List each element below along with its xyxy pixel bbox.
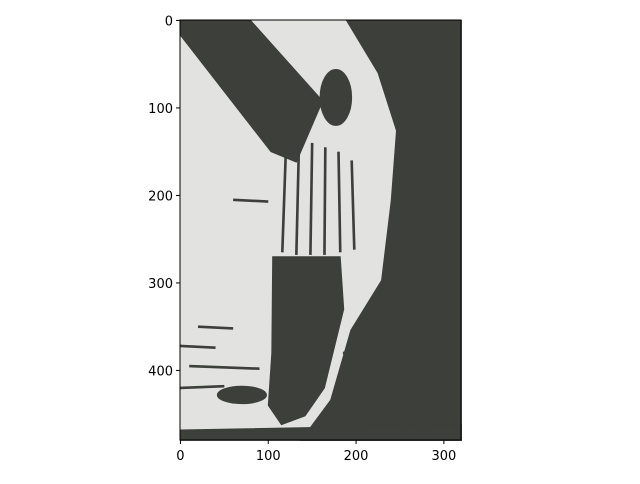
stripe	[350, 160, 356, 250]
x-tick-label: 0	[176, 449, 184, 464]
stripe	[309, 142, 314, 255]
stripe	[295, 142, 301, 255]
stripe	[233, 198, 269, 203]
x-tick-label: 300	[431, 449, 456, 464]
stripe	[323, 147, 327, 255]
y-tick-label: 300	[148, 277, 173, 292]
stripe	[180, 344, 216, 349]
y-tick-label: 400	[148, 364, 173, 379]
stripe	[180, 384, 225, 390]
shape	[216, 385, 267, 405]
x-tick-label: 200	[344, 449, 369, 464]
image	[179, 20, 462, 441]
y-tick-label: 0	[165, 14, 173, 29]
image-dark-regions	[179, 20, 462, 441]
y-tick-label: 200	[148, 189, 173, 204]
stripe	[337, 151, 342, 253]
stripe	[342, 351, 379, 356]
x-tick-label: 100	[256, 449, 281, 464]
stripe	[280, 151, 288, 253]
axes-frame	[179, 19, 462, 441]
shape	[267, 256, 345, 426]
shape	[319, 69, 353, 126]
stripes	[180, 142, 379, 390]
stripe	[189, 364, 260, 370]
stripe	[197, 325, 234, 330]
y-tick-label: 100	[148, 102, 173, 117]
